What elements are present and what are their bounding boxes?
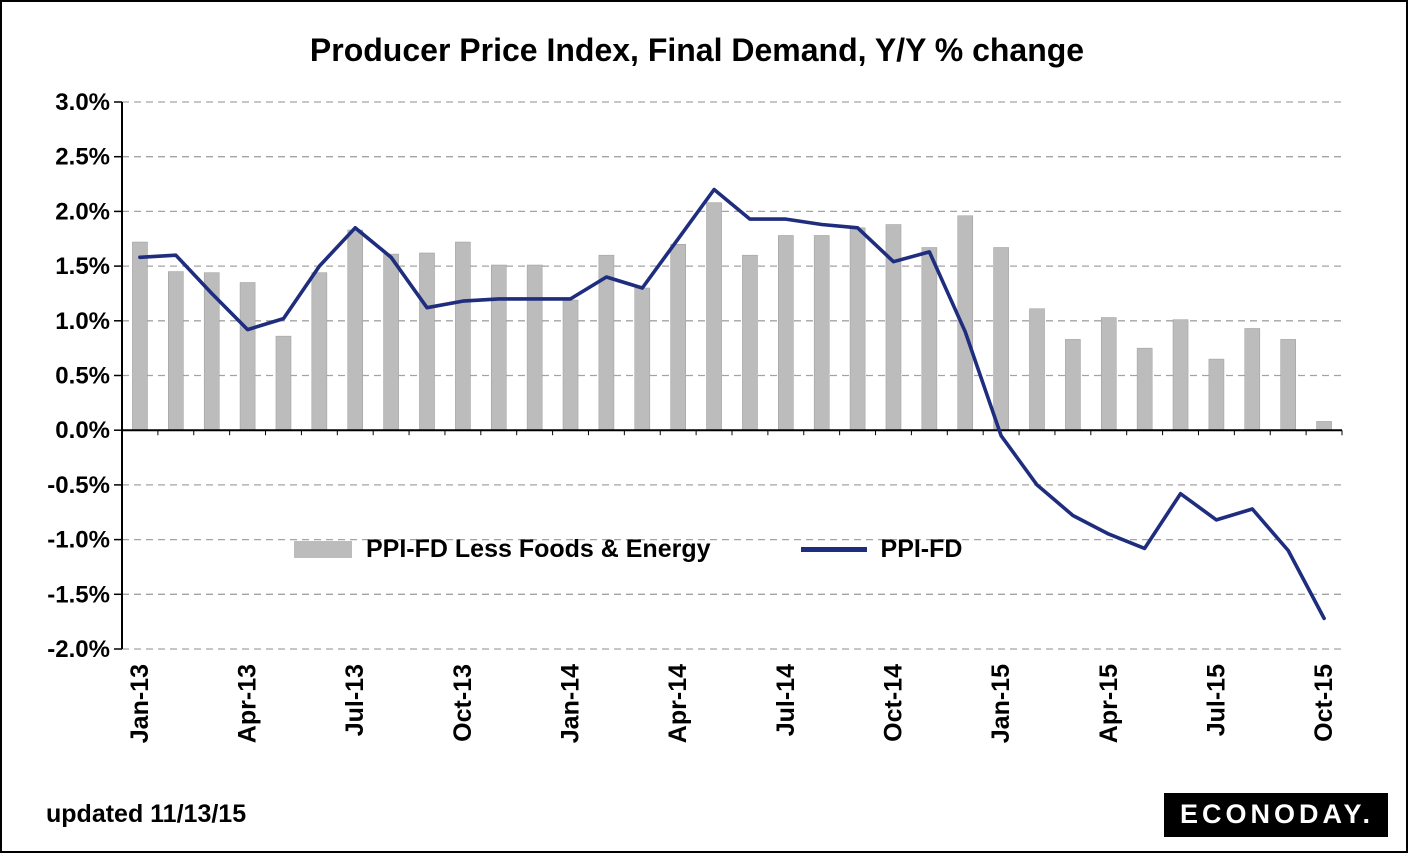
- bar: [383, 253, 399, 431]
- x-tick-label: Jul-15: [1202, 664, 1230, 736]
- bar: [275, 335, 292, 431]
- bar: [347, 229, 364, 431]
- bar: [778, 235, 794, 431]
- y-tick-label: 2.0%: [55, 198, 110, 225]
- bar: [1100, 317, 1117, 431]
- y-tick-label: 0.5%: [55, 363, 110, 390]
- bar: [1065, 339, 1081, 431]
- legend-label-line: PPI-FD: [880, 535, 963, 563]
- bar: [1244, 328, 1261, 431]
- x-tick-label: Apr-13: [234, 664, 262, 743]
- y-tick-label: 1.0%: [55, 308, 110, 335]
- x-tick-label: Apr-15: [1095, 664, 1123, 743]
- y-tick-label: 3.0%: [55, 89, 110, 116]
- x-tick-label: Apr-14: [664, 664, 692, 743]
- legend-label-bars: PPI-FD Less Foods & Energy: [366, 535, 711, 563]
- y-tick-label: -2.0%: [47, 636, 110, 663]
- x-tick-label: Oct-13: [449, 664, 477, 742]
- bar: [1208, 358, 1225, 431]
- legend-item-line: PPI-FD: [800, 535, 963, 564]
- bar: [168, 271, 184, 431]
- bar: [132, 241, 148, 431]
- bar: [1172, 319, 1189, 431]
- bar: [706, 202, 722, 431]
- bar: [1280, 339, 1296, 431]
- bar: [634, 287, 651, 431]
- y-tick-label: -1.0%: [47, 527, 110, 554]
- y-tick-label: -0.5%: [47, 472, 110, 499]
- x-tick-label: Jan-14: [557, 664, 585, 743]
- x-tick-label: Jan-13: [126, 664, 154, 743]
- bar: [849, 227, 866, 431]
- bar-series-swatch: [294, 541, 352, 558]
- x-tick-label: Oct-14: [879, 664, 907, 742]
- bar: [742, 254, 758, 431]
- bar: [993, 247, 1009, 431]
- bar: [813, 235, 830, 431]
- updated-date-label: updated 11/13/15: [46, 800, 247, 828]
- bar: [526, 264, 543, 431]
- x-tick-label: Jul-13: [341, 664, 369, 736]
- bar: [921, 247, 938, 431]
- line-series-swatch: [800, 547, 867, 552]
- y-tick-label: 1.5%: [55, 253, 110, 280]
- legend-item-bars: PPI-FD Less Foods & Energy: [294, 535, 711, 564]
- x-tick-label: Jul-14: [772, 664, 800, 736]
- bar: [419, 252, 435, 431]
- bar: [1316, 421, 1332, 431]
- bar: [1136, 347, 1153, 431]
- bar: [670, 243, 686, 431]
- bar: [311, 272, 328, 431]
- y-tick-label: 2.5%: [55, 144, 110, 171]
- y-tick-label: 0.0%: [55, 417, 110, 444]
- ppi-fd-line: [138, 187, 1326, 621]
- y-tick-label: -1.5%: [47, 581, 110, 608]
- chart-title: Producer Price Index, Final Demand, Y/Y …: [309, 32, 1085, 68]
- bar: [1029, 308, 1045, 431]
- bar: [455, 241, 471, 431]
- chart-legend: PPI-FD Less Foods & Energy PPI-FD: [294, 535, 962, 564]
- bar: [239, 282, 256, 431]
- bar: [490, 264, 507, 431]
- x-tick-label: Oct-15: [1310, 664, 1338, 742]
- x-tick-label: Jan-15: [987, 664, 1015, 743]
- bar: [562, 299, 579, 431]
- econoday-logo: ECONODAY.: [1161, 791, 1390, 839]
